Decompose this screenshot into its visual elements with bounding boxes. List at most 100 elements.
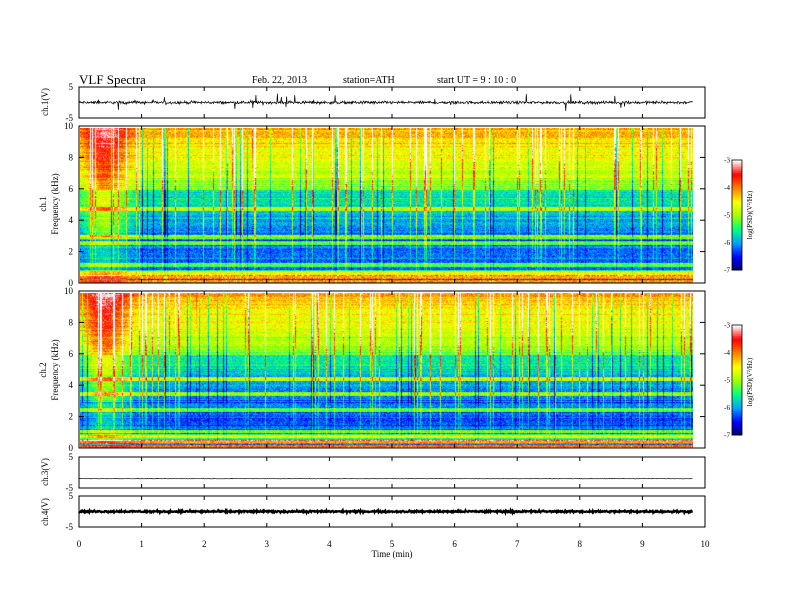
colorbar-step <box>732 202 742 205</box>
colorbar-step <box>732 229 742 232</box>
colorbar-step <box>732 185 742 188</box>
colorbar-step <box>732 347 742 350</box>
colorbar-step <box>732 216 742 220</box>
colorbar-step <box>732 207 742 210</box>
colorbar-step <box>732 392 742 396</box>
colorbar-step <box>732 391 742 394</box>
colorbar-step <box>732 171 742 174</box>
colorbar-step <box>732 251 742 254</box>
freq-tick-label: 2 <box>69 247 74 257</box>
time-tick-label: 9 <box>640 539 645 549</box>
time-tick-label: 2 <box>202 539 207 549</box>
freq-tick-label: 10 <box>64 121 74 131</box>
colorbar-tick-label: -7 <box>724 432 730 440</box>
colorbar-step <box>732 224 742 227</box>
y-tick-label: 5 <box>69 491 74 501</box>
colorbar-step <box>732 411 742 414</box>
colorbar-step <box>732 226 742 229</box>
colorbar-tick-label: -6 <box>724 239 730 247</box>
colorbar-step <box>732 255 742 258</box>
colorbar-step <box>732 235 742 238</box>
freq-tick-label: 6 <box>69 184 74 194</box>
figure-title: VLF Spectra <box>79 72 146 87</box>
ch1-spectrogram-image <box>80 128 693 283</box>
time-tick-label: 6 <box>452 539 457 549</box>
y-tick-label: 5 <box>69 82 74 92</box>
colorbar-step <box>732 209 742 212</box>
ch2-channel-label: ch.2 <box>38 362 48 377</box>
colorbar-step <box>732 174 742 177</box>
colorbar-step <box>732 363 742 366</box>
colorbar-step <box>732 380 742 383</box>
colorbar-step <box>732 332 742 335</box>
colorbar-step <box>732 343 742 346</box>
colorbar-step <box>732 178 742 181</box>
colorbar-tick-label: -5 <box>724 377 730 385</box>
colorbar-tick-label: -5 <box>724 212 730 220</box>
freq-tick-label: 6 <box>69 349 74 359</box>
ch2-freq-ylabel: Frequency (kHz) <box>50 339 60 400</box>
colorbar-step <box>732 326 742 330</box>
colorbar-step <box>732 246 742 249</box>
colorbar-step <box>732 396 742 399</box>
time-tick-label: 1 <box>139 539 144 549</box>
colorbar-step <box>732 163 742 166</box>
colorbar-step <box>732 370 742 374</box>
colorbar-step <box>732 359 742 363</box>
colorbar-step <box>732 409 742 412</box>
ch4-waveform-panel: 5 -5 ch.4(V) <box>40 491 706 532</box>
colorbar-step <box>732 354 742 357</box>
colorbar-step <box>732 407 742 410</box>
colorbar-step <box>732 427 742 430</box>
colorbar-frame <box>731 324 743 436</box>
colorbar-step <box>732 330 742 333</box>
colorbar-step <box>732 334 742 337</box>
ch3-frame <box>78 456 706 489</box>
y-tick-label: -5 <box>66 113 74 123</box>
colorbar-step <box>732 180 742 183</box>
time-axis: 0 1 2 3 4 5 6 7 8 9 10 <box>77 539 710 549</box>
freq-tick-label: 2 <box>69 412 74 422</box>
trace-line <box>78 93 693 112</box>
colorbar-step <box>732 367 742 370</box>
colorbar-step <box>732 227 742 231</box>
colorbar-step <box>732 337 742 341</box>
colorbar-step <box>732 238 742 242</box>
colorbar-step <box>732 433 742 436</box>
start-time-label: start UT = 9 : 10 : 0 <box>437 75 516 86</box>
ch3-waveform-panel: 5 -5 ch.3(V) <box>40 452 706 493</box>
colorbar-step <box>732 187 742 190</box>
colorbar-step <box>732 189 742 192</box>
time-tick-label: 10 <box>701 539 711 549</box>
ch1-colorbar-label: log(PSD)(V²/Hz) <box>746 190 754 239</box>
ch3-ylabel: ch.3(V) <box>40 458 50 486</box>
colorbar-step <box>732 191 742 194</box>
colorbar-step <box>732 418 742 421</box>
ch4-ylabel: ch.4(V) <box>40 498 50 526</box>
ch4-trace <box>78 506 694 517</box>
y-tick-label: -5 <box>66 522 74 532</box>
colorbar-step <box>732 374 742 377</box>
colorbar-step <box>732 416 742 419</box>
colorbar-step <box>732 196 742 199</box>
colorbar-step <box>732 264 742 267</box>
colorbar-tick-label: -3 <box>724 322 730 330</box>
colorbar-step <box>732 420 742 423</box>
colorbar-step <box>732 431 742 434</box>
ch1-waveform-panel: 5 -5 ch.1(V) <box>40 82 706 123</box>
colorbar-step <box>732 385 742 388</box>
colorbar-step <box>732 345 742 348</box>
colorbar-step <box>732 260 742 264</box>
colorbar-step <box>732 425 742 429</box>
colorbar-step <box>732 383 742 386</box>
colorbar-step <box>732 414 742 418</box>
colorbar-step <box>732 341 742 344</box>
colorbar-step <box>732 215 742 218</box>
trace-line <box>78 506 694 517</box>
colorbar-step <box>732 222 742 225</box>
colorbar-step <box>732 389 742 392</box>
freq-tick-label: 4 <box>69 380 74 390</box>
freq-tick-label: 0 <box>69 443 74 453</box>
time-tick-label: 8 <box>578 539 583 549</box>
